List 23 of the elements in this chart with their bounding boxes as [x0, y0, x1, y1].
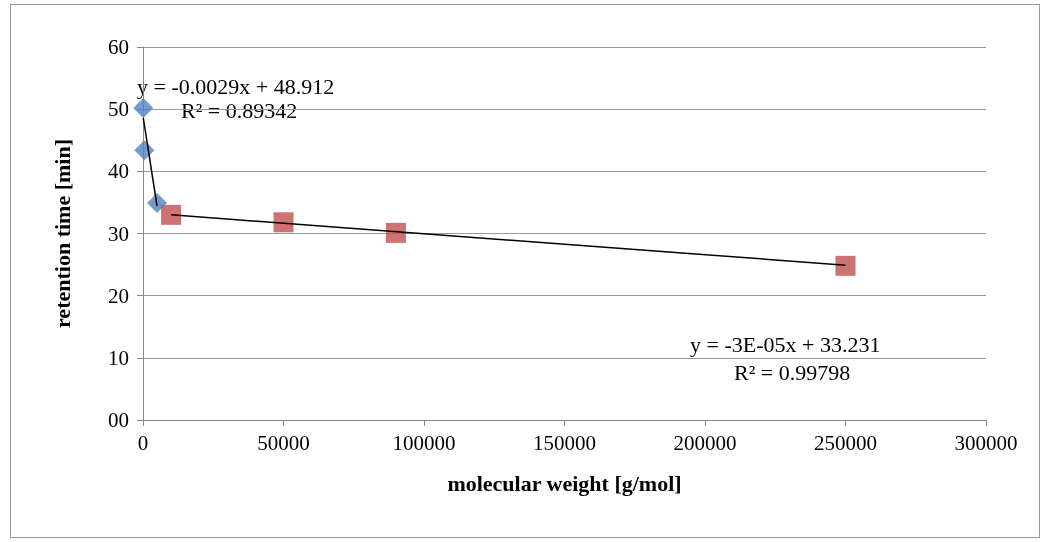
point [161, 204, 182, 225]
y-tick-label: 60 [108, 35, 129, 59]
y-tick-label: 20 [108, 283, 129, 308]
y-tick-label: 10 [108, 345, 129, 370]
annotation: y = -3E-05x + 33.231 R² = 0.99798 [690, 331, 881, 385]
point [835, 255, 856, 276]
point [273, 212, 294, 233]
y-tick-label: 00 [108, 408, 129, 432]
y-tick-label: 40 [108, 159, 129, 184]
point [385, 222, 406, 243]
x-tick-label: 200000 [673, 430, 737, 455]
x-tick-label: 0 [137, 430, 149, 455]
y-axis-title: retention time [min] [49, 139, 75, 328]
x-axis-title: molecular weight [g/mol] [447, 470, 682, 496]
x-tick-label: 50000 [257, 430, 310, 455]
point [133, 97, 154, 118]
x-tick-label: 300000 [954, 430, 1018, 455]
y-tick-label: 50 [108, 97, 129, 122]
x-tick-label: 250000 [814, 430, 877, 455]
x-tick-label: 100000 [392, 430, 456, 455]
y-tick-label: 30 [108, 221, 129, 246]
x-tick-label: 150000 [533, 430, 596, 455]
point [134, 140, 155, 161]
